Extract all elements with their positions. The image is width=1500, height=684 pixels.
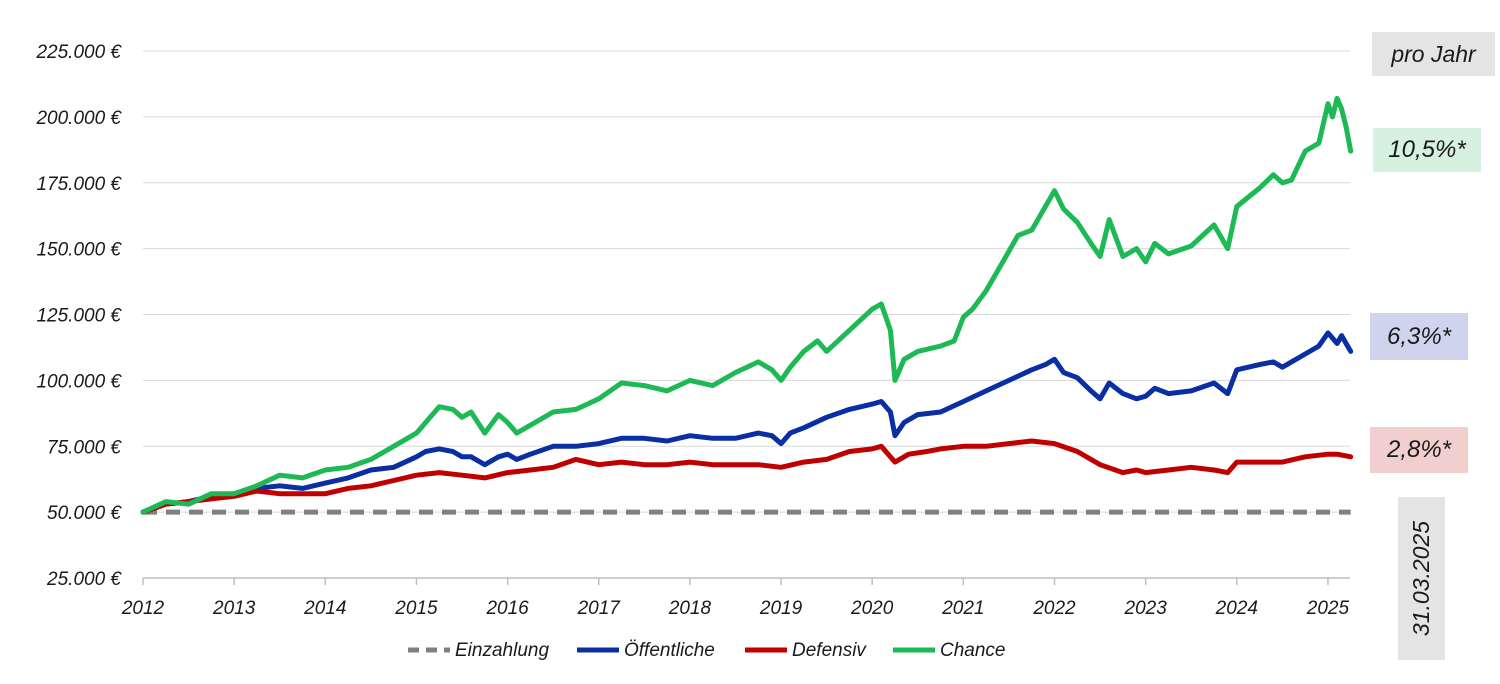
legend-label: Öffentliche [624, 640, 715, 661]
y-tick-label: 100.000 € [36, 371, 122, 392]
x-tick-label: 2021 [941, 598, 984, 619]
x-tick-label: 2022 [1032, 598, 1076, 619]
y-axis-ticks: 25.000 € 50.000 € 75.000 € 100.000 € 125.000… [35, 42, 122, 590]
y-tick-label: 50.000 € [47, 503, 122, 524]
oeffentliche-rate-label: 6,3%* [1370, 313, 1468, 360]
y-tick-label: 200.000 € [35, 108, 122, 129]
x-tick-label: 2025 [1306, 598, 1350, 619]
chance-rate-label: 10,5%* [1373, 128, 1481, 172]
per-year-label: pro Jahr [1372, 32, 1495, 76]
x-tick-label: 2013 [212, 598, 256, 619]
legend-label: Einzahlung [455, 640, 549, 661]
x-tick-label: 2020 [850, 598, 894, 619]
gridlines [143, 50, 1350, 513]
x-tick-label: 2017 [577, 598, 622, 619]
series-line--ffentliche [140, 330, 1354, 515]
x-tick-label: 2014 [303, 598, 346, 619]
x-tick-label: 2015 [394, 598, 438, 619]
x-tick-label: 2024 [1215, 598, 1258, 619]
series-line-chance [140, 95, 1354, 515]
date-label: 31.03.2025 [1398, 497, 1445, 660]
x-tick-label: 2016 [485, 598, 529, 619]
legend: Einzahlung Öffentliche Defensiv Chance [408, 640, 1006, 661]
defensiv-rate-label: 2,8%* [1370, 427, 1468, 473]
series-line-defensiv [140, 438, 1354, 515]
date-label-text: 31.03.2025 [1408, 520, 1434, 637]
x-tick-label: 2023 [1124, 598, 1168, 619]
y-tick-label: 175.000 € [36, 174, 122, 195]
series-lines [140, 95, 1354, 515]
x-tick-label: 2018 [668, 598, 712, 619]
legend-label: Chance [940, 640, 1006, 661]
x-tick-label: 2012 [121, 598, 165, 619]
x-tick-label: 2019 [759, 598, 803, 619]
y-tick-label: 25.000 € [46, 569, 122, 590]
x-axis-ticks: 2012 2013 2014 2015 2016 2017 2018 2019 2020 2021… [121, 578, 1350, 619]
y-tick-label: 225.000 € [35, 42, 122, 63]
legend-label: Defensiv [792, 640, 867, 661]
y-tick-label: 125.000 € [36, 306, 122, 327]
y-tick-label: 150.000 € [36, 240, 122, 261]
y-tick-label: 75.000 € [47, 437, 122, 458]
